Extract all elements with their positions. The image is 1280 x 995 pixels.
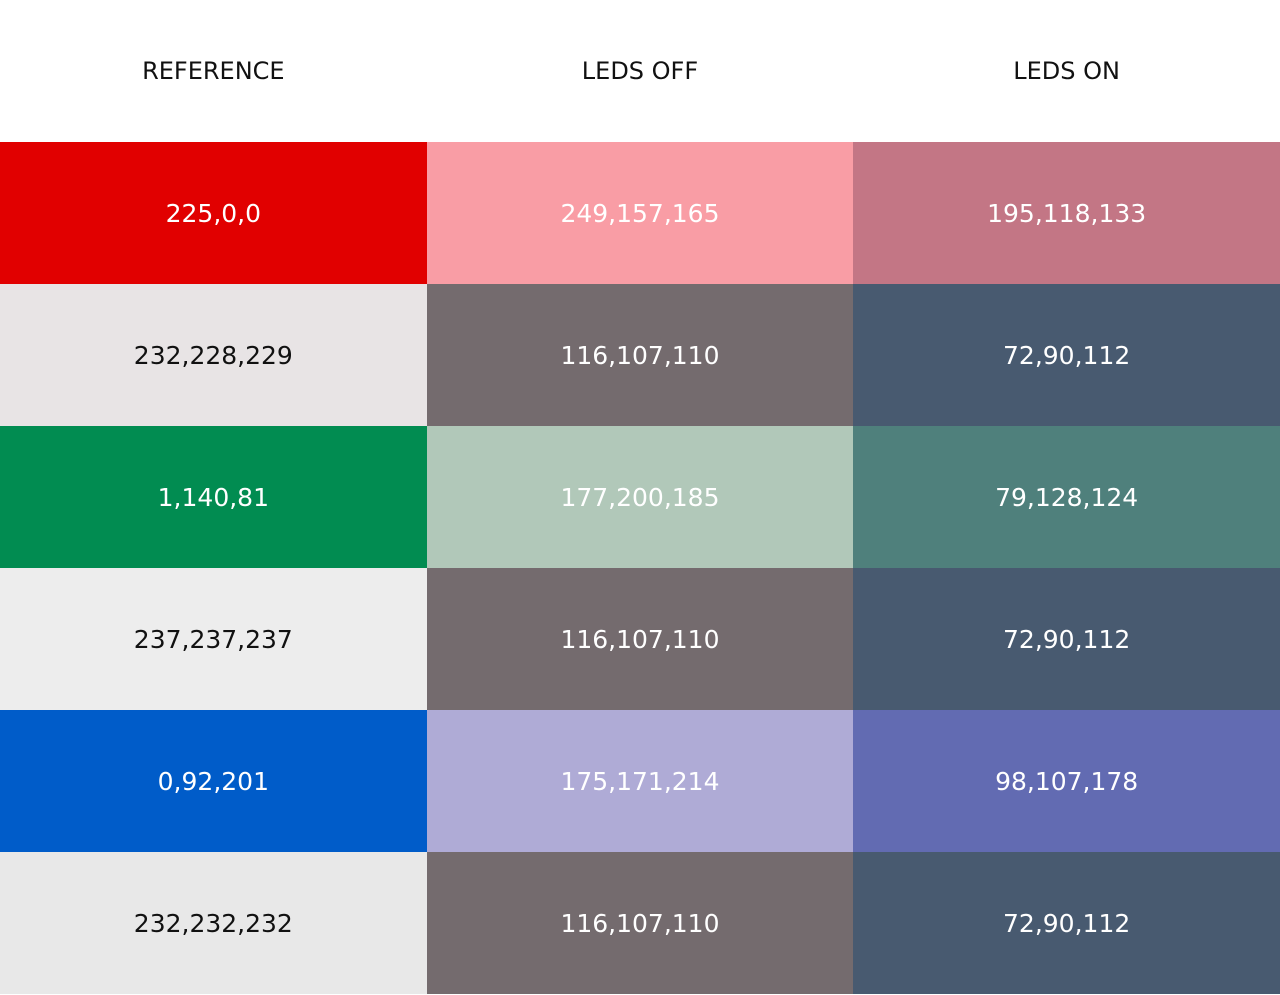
swatch-label: 116,107,110 <box>560 624 720 654</box>
color-swatch-grid: 225,0,0 249,157,165 195,118,133 232,228,… <box>0 142 1280 994</box>
leds-off-swatch: 177,200,185 <box>426 426 854 568</box>
leds-on-swatch: 195,118,133 <box>853 142 1280 284</box>
swatch-row: 232,228,229 116,107,110 72,90,112 <box>0 284 1280 426</box>
swatch-label: 72,90,112 <box>1003 624 1131 654</box>
swatch-label: 72,90,112 <box>1003 908 1131 938</box>
swatch-label: 237,237,237 <box>133 624 293 654</box>
leds-off-swatch: 116,107,110 <box>426 284 854 426</box>
reference-swatch: 237,237,237 <box>0 568 427 710</box>
swatch-label: 98,107,178 <box>995 766 1139 796</box>
swatch-row: 232,232,232 116,107,110 72,90,112 <box>0 852 1280 994</box>
swatch-label: 175,171,214 <box>560 766 720 796</box>
leds-on-swatch: 72,90,112 <box>853 568 1280 710</box>
header-leds-on: LEDS ON <box>1013 57 1120 85</box>
swatch-label: 195,118,133 <box>987 198 1147 228</box>
swatch-label: 116,107,110 <box>560 908 720 938</box>
swatch-row: 237,237,237 116,107,110 72,90,112 <box>0 568 1280 710</box>
leds-on-swatch: 72,90,112 <box>853 852 1280 994</box>
reference-swatch: 0,92,201 <box>0 710 427 852</box>
leds-on-swatch: 98,107,178 <box>853 710 1280 852</box>
leds-off-swatch: 175,171,214 <box>426 710 854 852</box>
swatch-label: 79,128,124 <box>995 482 1139 512</box>
swatch-label: 177,200,185 <box>560 482 720 512</box>
swatch-row: 0,92,201 175,171,214 98,107,178 <box>0 710 1280 852</box>
swatch-row: 225,0,0 249,157,165 195,118,133 <box>0 142 1280 284</box>
swatch-label: 116,107,110 <box>560 340 720 370</box>
swatch-label: 0,92,201 <box>157 766 269 796</box>
swatch-label: 232,232,232 <box>133 908 293 938</box>
reference-swatch: 225,0,0 <box>0 142 427 284</box>
reference-swatch: 232,228,229 <box>0 284 427 426</box>
reference-swatch: 232,232,232 <box>0 852 427 994</box>
leds-on-swatch: 72,90,112 <box>853 284 1280 426</box>
leds-off-swatch: 116,107,110 <box>426 852 854 994</box>
swatch-label: 232,228,229 <box>133 340 293 370</box>
swatch-label: 72,90,112 <box>1003 340 1131 370</box>
swatch-row: 1,140,81 177,200,185 79,128,124 <box>0 426 1280 568</box>
column-header-row: REFERENCE LEDS OFF LEDS ON <box>0 0 1280 142</box>
leds-on-swatch: 79,128,124 <box>853 426 1280 568</box>
header-leds-off: LEDS OFF <box>581 57 699 85</box>
swatch-label: 1,140,81 <box>157 482 269 512</box>
swatch-label: 249,157,165 <box>560 198 720 228</box>
swatch-label: 225,0,0 <box>165 198 262 228</box>
leds-off-swatch: 116,107,110 <box>426 568 854 710</box>
leds-off-swatch: 249,157,165 <box>426 142 854 284</box>
header-reference: REFERENCE <box>142 57 285 85</box>
reference-swatch: 1,140,81 <box>0 426 427 568</box>
